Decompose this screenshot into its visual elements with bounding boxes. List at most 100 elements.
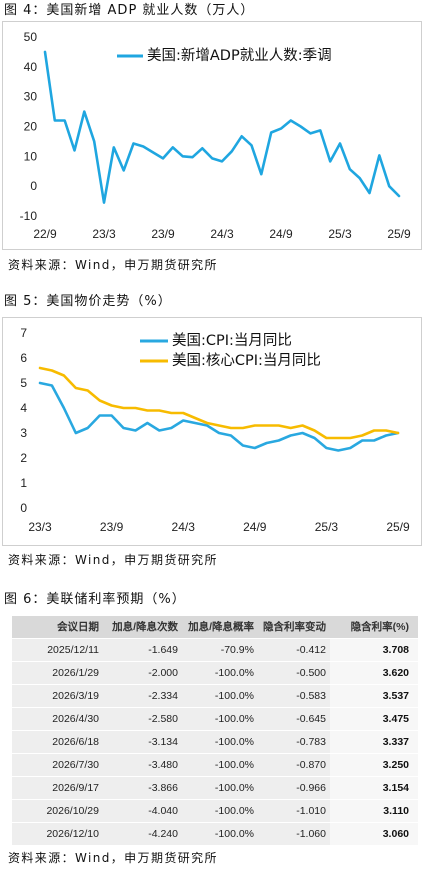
series-2-point xyxy=(253,424,257,428)
table-row: 2026/1/29 -2.000 -100.0% -0.500 3.620 xyxy=(12,662,418,685)
table-cell: 3.060 xyxy=(330,823,418,845)
y-tick-label: 4 xyxy=(20,401,27,415)
series-1-point xyxy=(98,414,102,418)
x-tick-label: 24/3 xyxy=(210,227,234,241)
series-1-point xyxy=(132,142,136,146)
table-cell: 3.620 xyxy=(330,662,418,684)
x-tick-label: 25/9 xyxy=(386,520,410,534)
table-row: 2026/3/19 -2.334 -100.0% -0.583 3.537 xyxy=(12,685,418,708)
table-cell: 3.537 xyxy=(330,685,418,707)
table-cell: 3.154 xyxy=(330,777,418,799)
series-2-point xyxy=(241,426,245,430)
series-1-point xyxy=(328,159,332,163)
table-cell: -3.134 xyxy=(148,736,178,748)
table-cell: -100.0% xyxy=(214,690,254,702)
series-2-point xyxy=(396,431,400,435)
table-cell: -3.480 xyxy=(148,759,178,771)
table-cell: -100.0% xyxy=(214,828,254,840)
series-1-point xyxy=(368,191,372,195)
series-2-point xyxy=(38,366,42,370)
table-row: 2026/4/30 -2.580 -100.0% -0.645 3.475 xyxy=(12,708,418,731)
table-cell: -100.0% xyxy=(214,736,254,748)
series-2-point xyxy=(157,409,161,413)
cpi-line-chart: 7 6 5 4 3 2 1 023/3 23/9 24/3 24/9 25/3 25/9 美国:CPI:当… xyxy=(20,326,410,534)
series-2-point xyxy=(86,389,90,393)
table-header-cell: 会议日期 xyxy=(57,621,99,633)
table-cell: 2026/4/30 xyxy=(52,713,99,725)
series-2-point xyxy=(229,426,233,430)
series-1-point xyxy=(122,168,126,172)
x-tick-label: 24/9 xyxy=(269,227,293,241)
table-cell: 3.250 xyxy=(330,754,418,776)
table-cell: -2.000 xyxy=(148,667,178,679)
series-1-point xyxy=(384,434,388,438)
series-1-point xyxy=(277,439,281,443)
y-tick-label: 1 xyxy=(20,476,27,490)
y-tick-label: -10 xyxy=(20,209,38,223)
figure-4-chart-frame xyxy=(2,21,422,250)
series-2-point xyxy=(74,386,78,390)
table-cell: -0.783 xyxy=(296,736,326,748)
table-row: 2026/9/17 -3.866 -100.0% -0.966 3.154 xyxy=(12,777,418,800)
series-1-point xyxy=(38,381,42,385)
series-1-point xyxy=(338,142,342,146)
adp-employment-line-chart: 50 40 30 20 10 0 -10 22/9 23/3 23/9 24/3 24/9 25/3 25… xyxy=(20,30,411,241)
y-tick-label: 2 xyxy=(20,451,27,465)
table-cell: -100.0% xyxy=(214,805,254,817)
series-1-point xyxy=(62,406,66,410)
y-tick-label: 30 xyxy=(24,90,38,104)
series-1-point xyxy=(82,110,86,114)
table-cell: -100.0% xyxy=(214,713,254,725)
series-1-point xyxy=(86,426,90,430)
series-line-2 xyxy=(38,366,400,440)
table-cell: -100.0% xyxy=(214,667,254,679)
series-1-point xyxy=(387,184,391,188)
series-1-point xyxy=(181,154,185,158)
x-tick-label: 25/9 xyxy=(387,227,411,241)
table-row: 2025/12/11 -1.649 -70.9% -0.412 3.708 xyxy=(12,639,418,662)
y-tick-label: 6 xyxy=(20,351,27,365)
series-1-point xyxy=(240,134,244,138)
series-1-point xyxy=(377,153,381,157)
table-cell: -1.649 xyxy=(148,644,178,656)
series-2-point xyxy=(360,434,364,438)
series-1-point xyxy=(253,446,257,450)
legend-label: 美国:新增ADP就业人数:季调 xyxy=(147,47,332,64)
table-cell: -4.240 xyxy=(148,828,178,840)
table-cell: 2026/3/19 xyxy=(52,690,99,702)
series-1-point xyxy=(112,145,116,149)
table-cell: -2.580 xyxy=(148,713,178,725)
series-2-point xyxy=(134,406,138,410)
table-cell: 3.337 xyxy=(330,731,418,753)
series-2-point xyxy=(289,426,293,430)
table-cell: -1.010 xyxy=(296,805,326,817)
series-2-point xyxy=(384,429,388,433)
table-cell: -100.0% xyxy=(214,782,254,794)
series-1-point xyxy=(348,446,352,450)
series-1-point xyxy=(161,156,165,160)
table-row: 2026/7/30 -3.480 -100.0% -0.870 3.250 xyxy=(12,754,418,777)
series-1-point xyxy=(191,155,195,159)
x-tick-label: 25/3 xyxy=(328,227,352,241)
series-1-point xyxy=(181,419,185,423)
table-cell: -0.966 xyxy=(296,782,326,794)
series-1-point xyxy=(193,421,197,425)
series-2-point xyxy=(193,416,197,420)
table-row: 2026/12/10 -4.240 -100.0% -1.060 3.060 xyxy=(12,823,418,846)
table-cell: -3.866 xyxy=(148,782,178,794)
y-tick-label: 3 xyxy=(20,426,27,440)
series-1-point xyxy=(53,119,57,123)
table-header-cell: 加息/降息次数 xyxy=(112,621,178,633)
series-1-point xyxy=(313,436,317,440)
table-cell: 3.708 xyxy=(330,639,418,661)
series-1-point xyxy=(360,439,364,443)
x-tick-label: 23/3 xyxy=(92,227,116,241)
figure-5-chart-frame xyxy=(2,317,422,546)
table-cell: -1.060 xyxy=(296,828,326,840)
series-1-point xyxy=(259,172,263,176)
table-cell: -4.040 xyxy=(148,805,178,817)
figure-5-title: 图 5：美国物价走势（%） xyxy=(4,294,172,309)
series-2-point xyxy=(277,424,281,428)
x-tick-label: 24/3 xyxy=(172,520,196,534)
